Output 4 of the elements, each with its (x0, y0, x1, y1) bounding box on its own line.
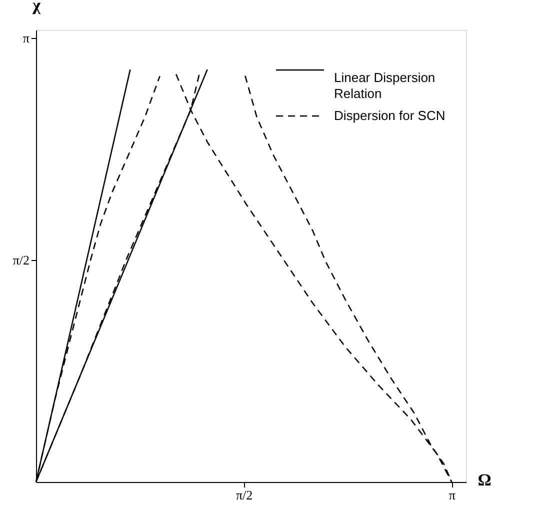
y-axis-title: χ (32, 0, 41, 14)
legend-label: Dispersion for SCN (334, 108, 446, 123)
x-axis-title: Ω (478, 470, 492, 490)
legend-label: Linear Dispersion Relation (334, 70, 436, 101)
